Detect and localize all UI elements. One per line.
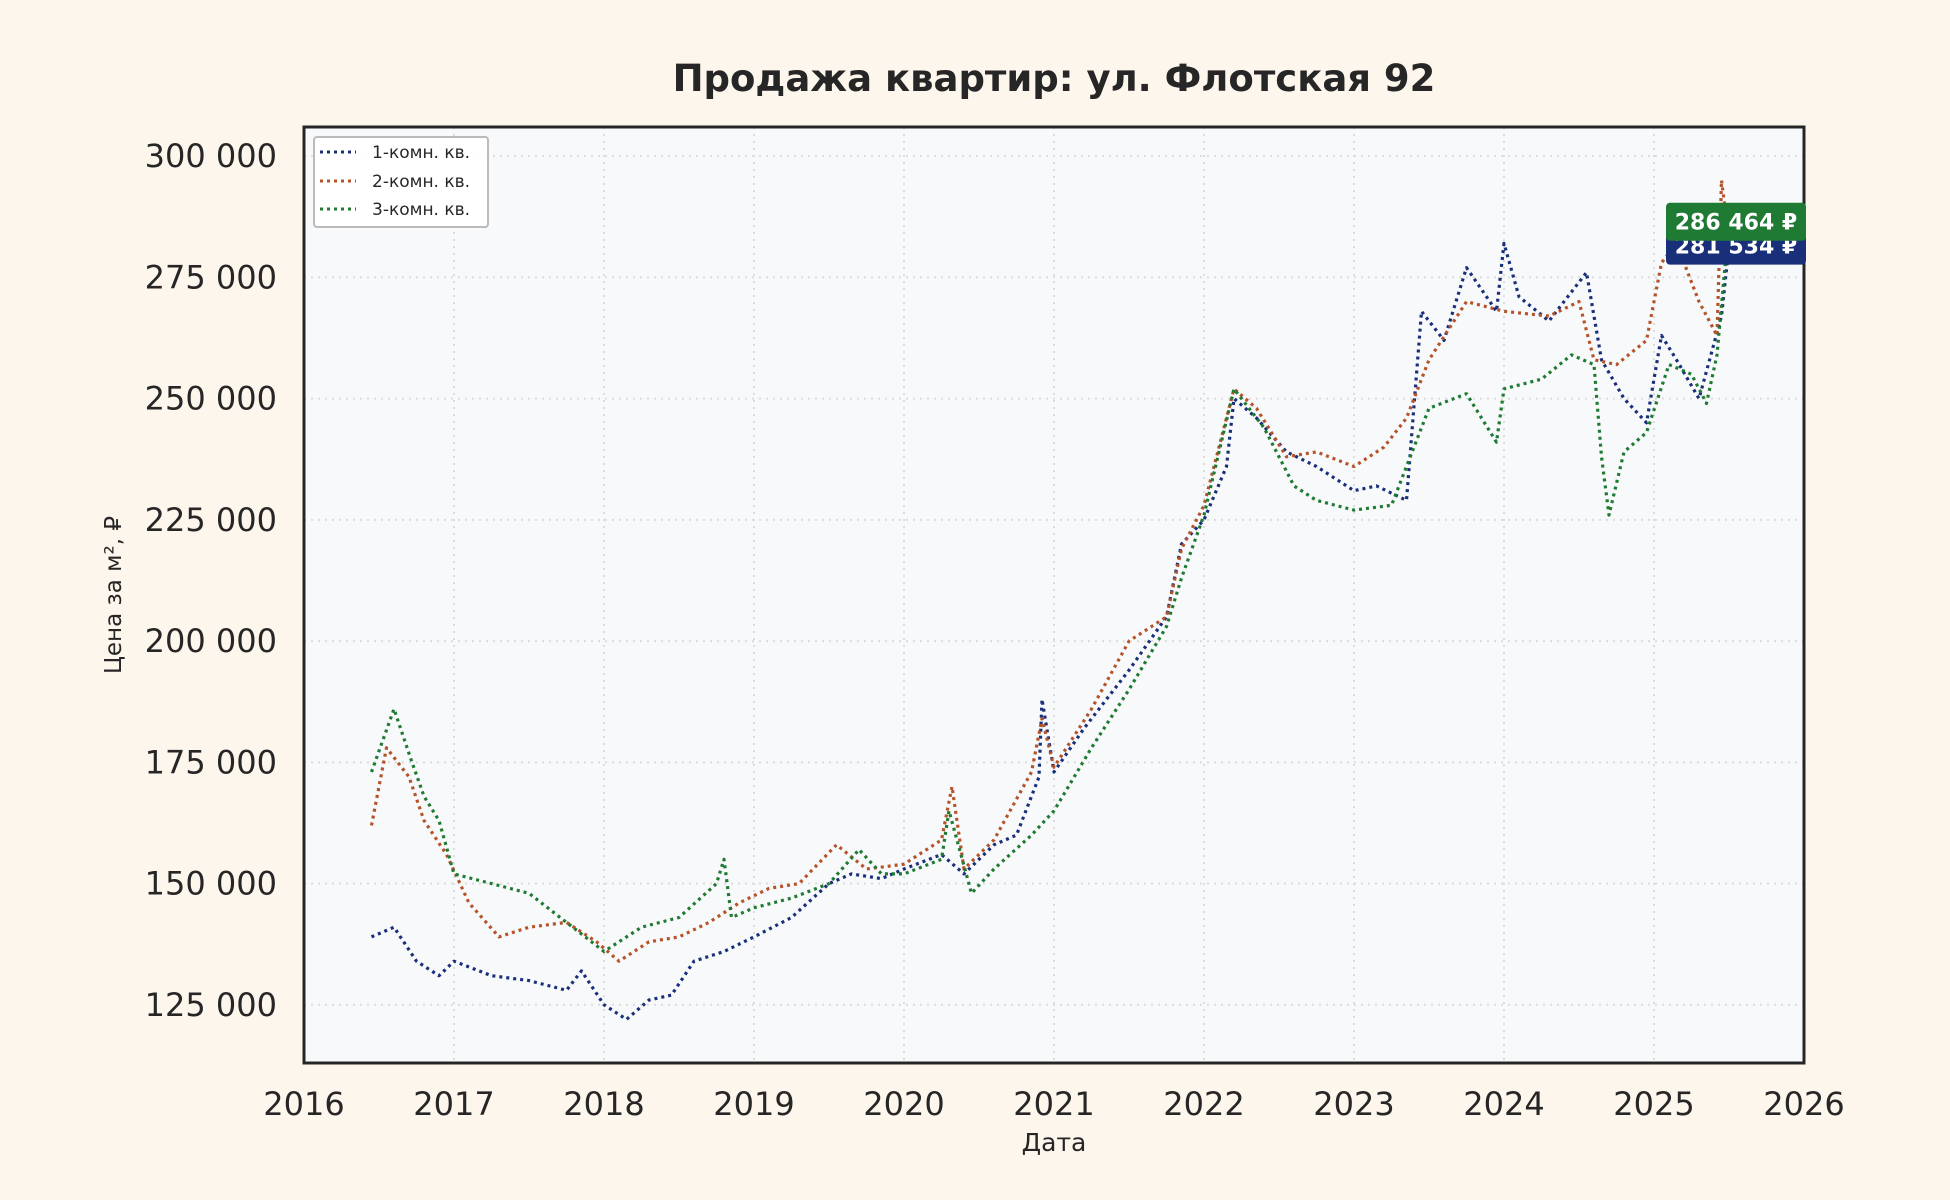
series-line-1 xyxy=(370,241,1731,1022)
x-tick-label: 2018 xyxy=(563,1085,644,1123)
x-tick-label: 2016 xyxy=(263,1085,344,1123)
x-tick-label: 2022 xyxy=(1163,1085,1244,1123)
end-label-box xyxy=(1666,202,1806,241)
x-axis-ticks: 2016 2017 2018 2019 2020 2021 2022 2023 2024 2025… xyxy=(263,1085,1844,1123)
y-tick-label: 300 000 xyxy=(145,137,277,175)
chart-title: Продажа квартир: ул. Флотская 92 xyxy=(673,57,1436,100)
x-axis-label: Дата xyxy=(1022,1128,1087,1157)
y-tick-label: 275 000 xyxy=(145,258,277,296)
x-tick-label: 2025 xyxy=(1613,1085,1694,1123)
y-tick-label: 150 000 xyxy=(145,865,277,903)
series-line-3 xyxy=(369,221,1731,954)
x-tick-label: 2017 xyxy=(413,1085,494,1123)
y-tick-label: 250 000 xyxy=(145,380,277,418)
x-tick-label: 2026 xyxy=(1763,1085,1844,1123)
legend-label-2: 2-комн. кв. xyxy=(372,172,470,192)
legend-box xyxy=(313,136,489,228)
x-tick-label: 2023 xyxy=(1313,1085,1394,1123)
y-tick-label: 175 000 xyxy=(145,743,277,781)
end-label-3: 286 464 ₽ xyxy=(1666,202,1806,241)
legend-label-1: 1-комн. кв. xyxy=(372,143,470,163)
end-label-text: 286 464 ₽ xyxy=(1675,211,1797,236)
grid xyxy=(304,127,1804,1063)
y-axis-label: Цена за м², ₽ xyxy=(101,516,127,674)
y-axis-ticks: 125 000 150 000 175 000 200 000 225 000 250 0… xyxy=(145,137,277,1024)
x-tick-label: 2021 xyxy=(1013,1085,1094,1123)
y-tick-label: 200 000 xyxy=(145,622,277,660)
series-line-2 xyxy=(369,178,1731,963)
x-tick-label: 2020 xyxy=(863,1085,944,1123)
legend: 1-комн. кв. 2-комн. кв. 3-комн. кв. xyxy=(313,136,489,228)
legend-label-3: 3-комн. кв. xyxy=(372,200,470,220)
plot-frame xyxy=(302,125,1806,1065)
series-lines xyxy=(369,178,1731,1022)
end-labels: 281 534 ₽286 464 ₽ xyxy=(1666,202,1806,265)
y-tick-label: 125 000 xyxy=(145,986,277,1024)
y-tick-label: 225 000 xyxy=(145,501,277,539)
x-tick-label: 2019 xyxy=(713,1085,794,1123)
x-tick-label: 2024 xyxy=(1463,1085,1544,1123)
